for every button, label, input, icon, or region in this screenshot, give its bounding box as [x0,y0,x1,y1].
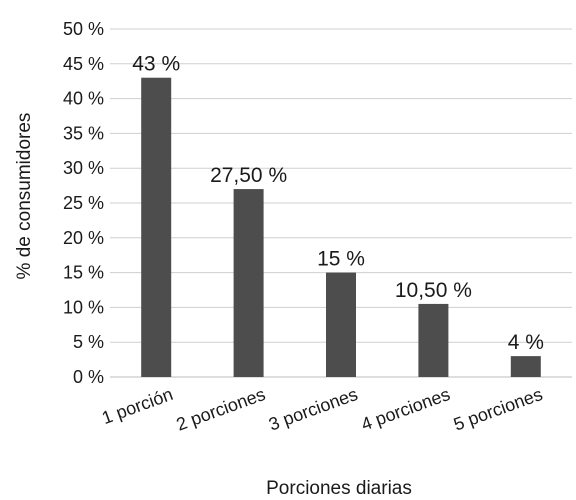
y-tick-label: 30 % [63,158,104,178]
y-tick-label: 0 % [73,367,104,387]
bar [510,356,541,377]
bars [141,77,541,377]
y-tick-label: 50 % [63,19,104,39]
y-tick-labels: 0 % 5 % 10 % 15 % 20 % 25 % 30 % 35 % 40 % 45 % 50… [63,19,104,387]
y-axis-title: % de consumidores [14,113,35,280]
bar [418,303,449,377]
bar [233,189,264,377]
y-tick-label: 20 % [63,228,104,248]
data-label: 15 % [317,248,365,271]
x-axis-title: Porciones diarias [266,478,412,499]
y-tick-label: 15 % [63,263,104,283]
bar [326,272,356,377]
y-tick-label: 25 % [63,193,104,213]
data-label: 4 % [508,331,544,354]
y-tick-label: 10 % [63,297,104,317]
data-label: 27,50 % [210,164,287,187]
y-tick-label: 5 % [73,332,104,352]
bar [141,77,172,377]
x-tick-label: 3 porciones [266,384,360,435]
x-tick-label: 4 porciones [358,384,452,435]
y-tick-label: 35 % [63,123,104,143]
x-tick-label: 2 porciones [174,384,268,435]
y-tick-label: 45 % [63,54,104,74]
x-tick-label: 5 porciones [451,384,545,435]
data-label: 43 % [132,53,180,76]
data-label: 10,50 % [395,279,472,302]
x-tick-label: 1 porción [99,384,175,428]
gridlines [110,28,572,378]
data-labels: 43 % 27,50 % 15 % 10,50 % 4 % [132,53,544,354]
y-tick-label: 40 % [63,89,104,109]
